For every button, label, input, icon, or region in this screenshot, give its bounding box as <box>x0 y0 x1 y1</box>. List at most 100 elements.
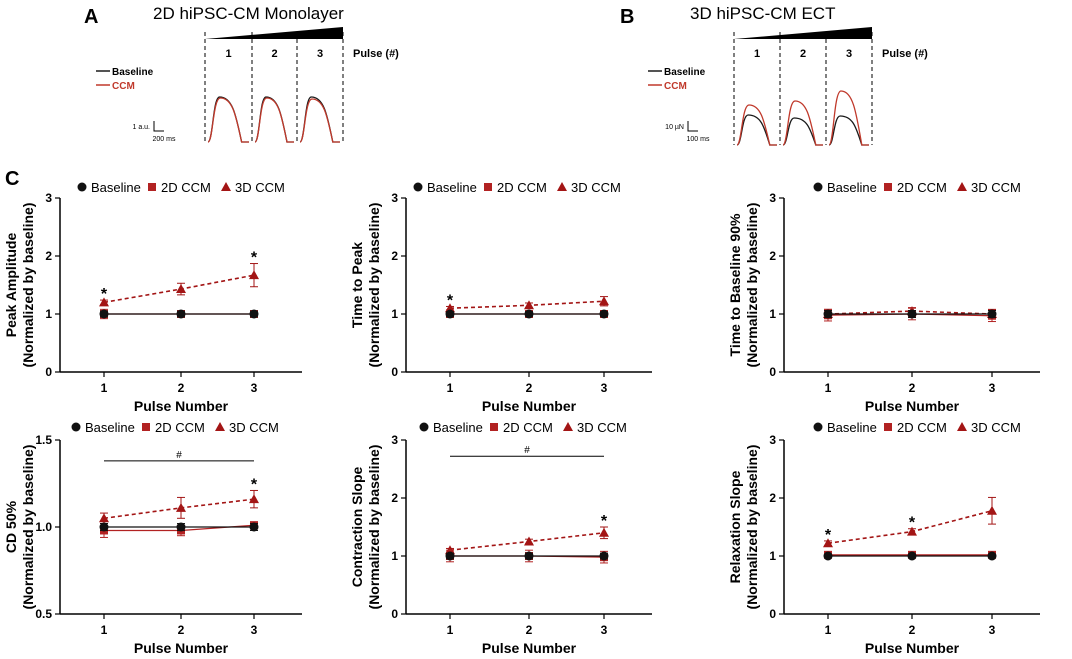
x-tick-label: 1 <box>447 381 454 395</box>
data-point-baseline <box>445 309 455 319</box>
data-point-baseline <box>907 309 917 319</box>
data-point-baseline <box>524 551 534 561</box>
x-axis-title: Pulse Number <box>134 398 229 414</box>
y-axis-title: CD 50% <box>3 500 19 553</box>
data-point-baseline <box>823 309 833 319</box>
panel-a-scale-x-label: 200 ms <box>153 136 176 143</box>
data-point-3d-ccm <box>99 297 109 307</box>
y-axis-title: Relaxation Slope <box>727 470 743 583</box>
x-tick-label: 3 <box>601 381 608 395</box>
data-point-3d-ccm <box>823 538 833 548</box>
y-tick-label: 1 <box>391 307 398 321</box>
legend-label: 3D CCM <box>571 180 621 195</box>
legend-marker-3d-ccm <box>557 182 567 191</box>
significance-star: * <box>909 515 916 532</box>
panel-c-letter: C <box>5 168 20 190</box>
data-point-3d-ccm <box>524 536 534 546</box>
x-axis-title: Pulse Number <box>134 640 229 656</box>
data-point-3d-ccm <box>176 284 186 294</box>
significance-star: * <box>825 527 832 544</box>
panel-b-scale-y-label: 10 µN <box>665 124 684 131</box>
panel-b-letter: B <box>620 6 635 28</box>
panel-a-letter: A <box>84 6 99 28</box>
legend-label: 2D CCM <box>897 180 947 195</box>
y-tick-label: 3 <box>391 191 398 205</box>
data-point-3d-ccm <box>524 300 534 310</box>
legend-label: 3D CCM <box>235 180 285 195</box>
data-point-3d-ccm <box>176 502 186 512</box>
legend-label: 2D CCM <box>503 420 553 435</box>
legend-marker-3d-ccm <box>215 422 225 431</box>
x-tick-label: 1 <box>447 623 454 637</box>
panel-b-title: 3D hiPSC-CM ECT <box>690 4 836 23</box>
panel-a-trace-ccm <box>299 98 340 143</box>
legend-marker-3d-ccm <box>957 422 967 431</box>
panel-a-pulse-number: 2 <box>271 48 277 60</box>
y-axis-subtitle: (Normalized by baseline) <box>20 203 36 368</box>
panel-b-trace-ccm <box>828 90 869 146</box>
data-point-baseline <box>524 309 534 319</box>
data-point-baseline <box>987 309 997 319</box>
panel-a-legend-label: CCM <box>112 81 135 92</box>
legend-marker-2d-ccm <box>884 183 892 191</box>
legend-marker-2d-ccm <box>148 183 156 191</box>
y-tick-label: 3 <box>45 191 52 205</box>
panel-b-trace-ccm <box>736 104 777 146</box>
legend-marker-baseline <box>413 182 423 192</box>
y-tick-label: 1.0 <box>35 520 52 534</box>
x-axis-title: Pulse Number <box>482 640 577 656</box>
y-axis-title: Time to Peak <box>349 242 365 328</box>
data-point-3d-ccm <box>99 513 109 523</box>
legend-label: 3D CCM <box>971 420 1021 435</box>
y-tick-label: 2 <box>769 249 776 263</box>
data-point-baseline <box>99 309 109 319</box>
panel-b-pulse-number: 3 <box>846 48 852 60</box>
legend-marker-baseline <box>813 182 823 192</box>
legend-marker-baseline <box>77 182 87 192</box>
data-point-baseline <box>249 309 259 319</box>
panel-a-trace-baseline <box>299 96 340 143</box>
x-tick-label: 3 <box>989 623 996 637</box>
legend-label: Baseline <box>85 420 135 435</box>
panel-a-pulse-label: Pulse (#) <box>353 48 399 60</box>
y-axis-title: Contraction Slope <box>349 467 365 588</box>
x-tick-label: 2 <box>909 623 916 637</box>
panel-b-pulse-label: Pulse (#) <box>882 48 928 60</box>
x-tick-label: 1 <box>825 381 832 395</box>
x-tick-label: 1 <box>825 623 832 637</box>
legend-marker-3d-ccm <box>221 182 231 191</box>
data-point-3d-ccm <box>907 526 917 536</box>
y-tick-label: 2 <box>391 491 398 505</box>
y-axis-subtitle: (Normalized by baseline) <box>744 203 760 368</box>
y-tick-label: 0 <box>769 607 776 621</box>
panel-a-pulse-number: 3 <box>317 48 323 60</box>
legend-label: 3D CCM <box>971 180 1021 195</box>
x-tick-label: 2 <box>178 381 185 395</box>
data-point-baseline <box>445 551 455 561</box>
data-point-3d-ccm <box>249 270 259 280</box>
data-point-3d-ccm <box>599 527 609 537</box>
y-tick-label: 0 <box>769 365 776 379</box>
x-tick-label: 3 <box>989 381 996 395</box>
panel-b-legend-label: CCM <box>664 81 687 92</box>
panel-b-pulse-number: 1 <box>754 48 760 60</box>
legend-marker-2d-ccm <box>142 423 150 431</box>
y-tick-label: 3 <box>769 191 776 205</box>
data-point-baseline <box>99 522 109 532</box>
panel-a-legend-label: Baseline <box>112 67 154 78</box>
legend-marker-baseline <box>419 422 429 432</box>
legend-label: Baseline <box>91 180 141 195</box>
panel-b-trace-ccm <box>782 100 823 146</box>
significance-star: * <box>601 513 608 530</box>
legend-label: 3D CCM <box>577 420 627 435</box>
panel-b-scale-bar <box>687 121 698 132</box>
y-tick-label: 0.5 <box>35 607 52 621</box>
data-point-baseline <box>249 522 259 532</box>
x-tick-label: 2 <box>178 623 185 637</box>
x-tick-label: 2 <box>526 623 533 637</box>
y-tick-label: 0 <box>391 607 398 621</box>
legend-marker-3d-ccm <box>957 182 967 191</box>
y-tick-label: 0 <box>45 365 52 379</box>
legend-marker-baseline <box>813 422 823 432</box>
y-tick-label: 2 <box>45 249 52 263</box>
